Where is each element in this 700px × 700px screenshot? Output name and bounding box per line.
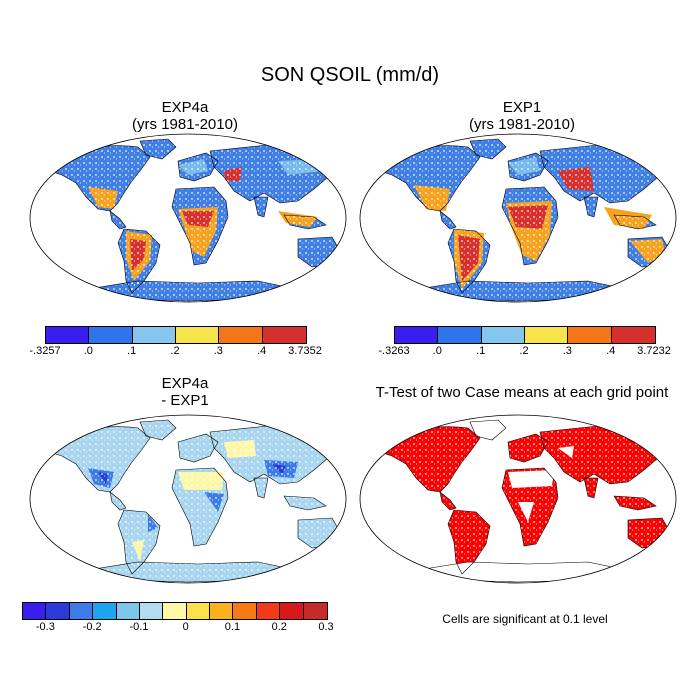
map-diff [29,414,347,584]
panel-title-diff-line1: EXP4a [161,375,209,392]
colorbar-diff-swatch [233,603,257,619]
colorbar-diff-swatch [139,603,164,619]
colorbar-exp4a-tick-label: .2 [170,345,180,357]
colorbar-diff-swatch [256,603,281,619]
map-ttest [359,414,677,584]
colorbar-exp1-swatch [524,327,569,343]
colorbar-exp1-tick-label: 3.7232 [637,345,671,357]
colorbar-diff-swatch [93,603,117,619]
colorbar-exp4a-tick-label: 3.7352 [288,345,322,357]
colorbar-diff-swatch [163,603,187,619]
panel-title-exp4a-line2: (yrs 1981-2010) [132,116,238,133]
panel-title-exp1-line2: (yrs 1981-2010) [469,116,575,133]
colorbar-exp1-tick-label: .4 [606,345,616,357]
significance-note: Cells are significant at 0.1 level [442,612,608,626]
panel-title-ttest: T-Test of two Case means at each grid po… [375,384,669,401]
panel-title-exp4a-line1: EXP4a [161,99,209,116]
colorbar-diff-swatch [210,603,234,619]
colorbar-diff-swatch [303,603,327,619]
colorbar-exp4a-swatch [262,327,306,343]
colorbar-exp1-labels: -.3263 .0 .1 .2 .3 .4 3.7232 [378,345,670,361]
panel-title-exp1: EXP1 (yrs 1981-2010) [397,99,647,133]
colorbar-exp1-tick-label: .0 [432,345,442,357]
colorbar-diff-tick-label: -0.3 [35,621,55,633]
colorbar-diff-tick-label: 0.3 [318,621,334,633]
map-exp1 [359,133,677,303]
colorbar-diff [22,602,328,620]
colorbar-diff-swatch [69,603,94,619]
colorbar-diff-tick-label: 0.2 [271,621,287,633]
colorbar-exp1-swatch [568,327,612,343]
colorbar-exp1 [394,326,656,344]
colorbar-exp4a-swatch [219,327,263,343]
panel-title-exp4a: EXP4a (yrs 1981-2010) [60,99,310,133]
figure-title: SON QSOIL (mm/d) [260,64,440,86]
colorbar-diff-swatch [23,603,47,619]
colorbar-exp1-swatch [438,327,482,343]
colorbar-diff-swatch [46,603,70,619]
colorbar-exp4a-labels: -.3257 .0 .1 .2 .3 .4 3.7352 [29,345,321,361]
colorbar-exp4a-swatch [46,327,90,343]
colorbar-diff-tick-label: 0.1 [224,621,241,633]
colorbar-diff-tick-label: -0.2 [82,621,102,633]
colorbar-diff-labels: -0.3 -0.2 -0.1 0 0.1 0.2 0.3 [22,621,334,637]
colorbar-diff-swatch [116,603,140,619]
colorbar-exp1-swatch [611,327,655,343]
colorbar-exp4a-swatch [175,327,220,343]
panel-title-diff-line2: - EXP1 [161,392,209,409]
panel-title-diff: EXP4a - EXP1 [60,375,310,409]
colorbar-exp4a-swatch [132,327,176,343]
colorbar-diff-tick-label: 0 [182,621,189,633]
colorbar-exp4a-tick-label: .0 [83,345,93,357]
colorbar-exp4a-tick-label: .1 [127,345,137,357]
colorbar-exp4a [45,326,307,344]
colorbar-diff-swatch [186,603,210,619]
colorbar-exp4a-tick-label: .3 [213,345,223,357]
panel-title-exp1-line1: EXP1 [502,99,542,116]
colorbar-exp1-tick-label: .1 [476,345,486,357]
colorbar-exp1-swatch [481,327,525,343]
colorbar-exp4a-swatch [89,327,133,343]
colorbar-exp4a-tick-label: .4 [257,345,267,357]
colorbar-exp1-tick-label: .2 [519,345,529,357]
colorbar-exp4a-tick-label: -.3257 [29,345,61,357]
colorbar-exp1-tick-label: -.3263 [378,345,410,357]
colorbar-exp1-swatch [395,327,439,343]
colorbar-diff-tick-label: -0.1 [129,621,149,633]
map-exp4a [29,133,347,303]
colorbar-diff-swatch [280,603,304,619]
colorbar-exp1-tick-label: .3 [562,345,572,357]
